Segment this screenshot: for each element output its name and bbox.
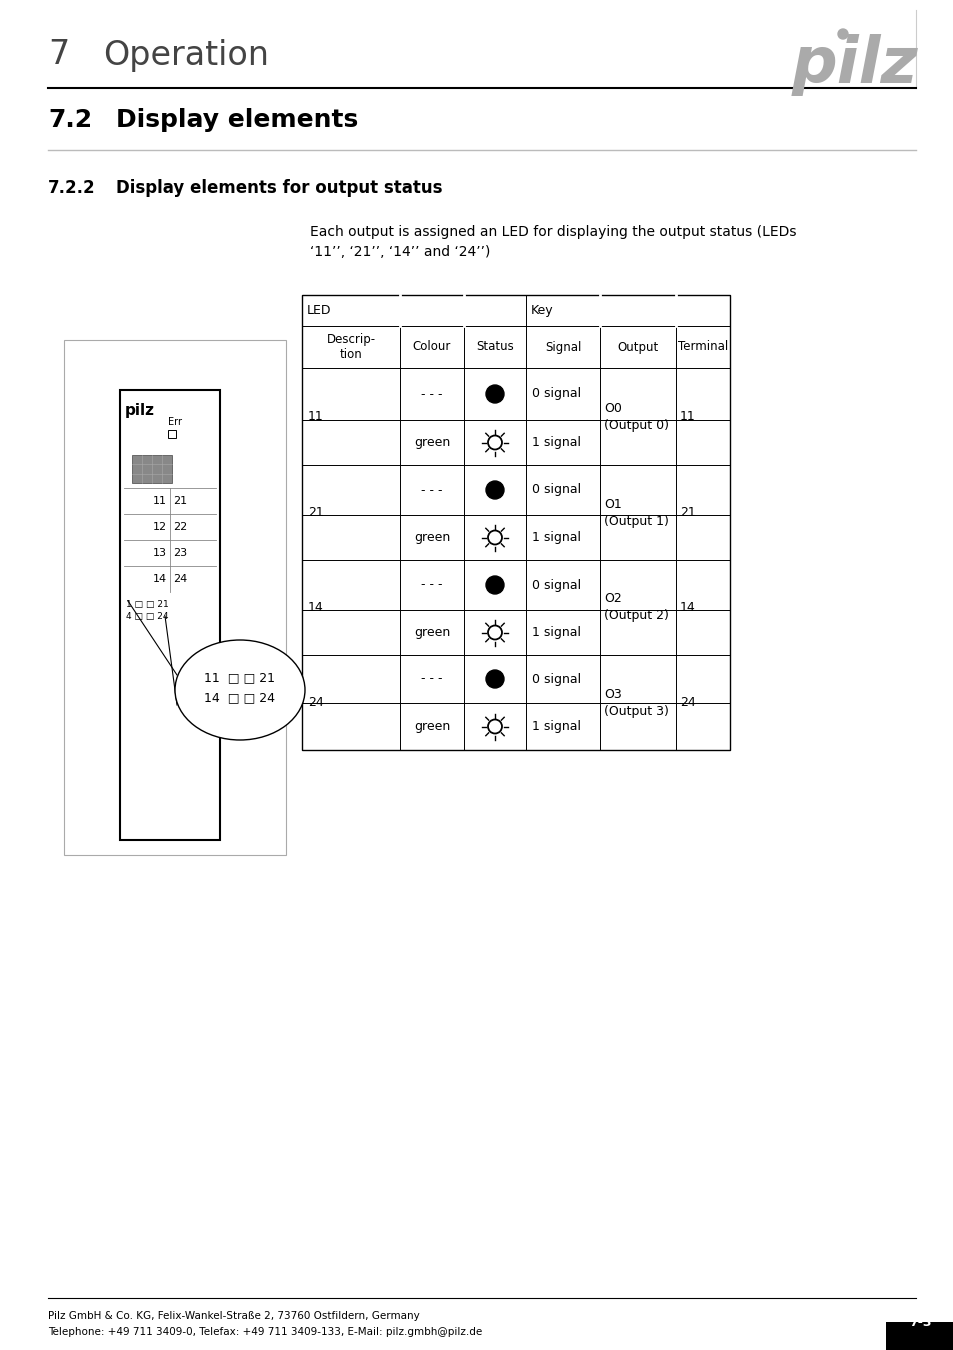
Text: O2
(Output 2): O2 (Output 2) — [603, 593, 668, 622]
Text: 0 signal: 0 signal — [532, 387, 580, 401]
Bar — [168, 431, 175, 437]
Text: 24: 24 — [308, 697, 323, 709]
Text: 24: 24 — [172, 574, 187, 585]
Bar — [885, 1322, 953, 1350]
Circle shape — [485, 481, 503, 500]
Ellipse shape — [174, 640, 305, 740]
Text: green: green — [414, 436, 450, 450]
Bar — [64, 340, 286, 855]
Text: O0
(Output 0): O0 (Output 0) — [603, 401, 668, 432]
Text: 7.2.2: 7.2.2 — [48, 180, 95, 197]
Text: O3
(Output 3): O3 (Output 3) — [603, 687, 668, 717]
Text: - - -: - - - — [421, 579, 442, 591]
Text: ‘11’’, ‘21’’, ‘14’’ and ‘24’’): ‘11’’, ‘21’’, ‘14’’ and ‘24’’) — [310, 244, 490, 259]
Text: 14  □ □ 24: 14 □ □ 24 — [204, 691, 275, 705]
Text: green: green — [414, 626, 450, 639]
Text: Key: Key — [531, 304, 553, 317]
Text: O1
(Output 1): O1 (Output 1) — [603, 498, 668, 528]
Bar — [302, 296, 729, 751]
Circle shape — [485, 385, 503, 404]
Text: pilz: pilz — [125, 402, 154, 417]
Text: Status: Status — [476, 340, 514, 354]
Text: pilz: pilz — [791, 34, 918, 96]
Text: 22: 22 — [172, 522, 187, 532]
Text: 24: 24 — [679, 697, 695, 709]
Text: 14: 14 — [679, 601, 695, 614]
Text: 11: 11 — [679, 410, 695, 423]
Text: Pilz GmbH & Co. KG, Felix-Wankel-Straße 2, 73760 Ostfildern, Germany: Pilz GmbH & Co. KG, Felix-Wankel-Straße … — [48, 1311, 419, 1322]
Text: Operation: Operation — [103, 39, 269, 72]
Text: 4 □ □ 24: 4 □ □ 24 — [126, 612, 169, 621]
Text: 11: 11 — [308, 410, 323, 423]
Text: Err: Err — [168, 417, 182, 427]
Text: 0 signal: 0 signal — [532, 483, 580, 497]
Text: 21: 21 — [308, 506, 323, 518]
Text: Telephone: +49 711 3409-0, Telefax: +49 711 3409-133, E-Mail: pilz.gmbh@pilz.de: Telephone: +49 711 3409-0, Telefax: +49 … — [48, 1327, 482, 1336]
Text: Colour: Colour — [413, 340, 451, 354]
Text: Descrip-
tion: Descrip- tion — [326, 332, 375, 362]
Text: green: green — [414, 531, 450, 544]
Text: Signal: Signal — [544, 340, 580, 354]
Text: 14: 14 — [308, 601, 323, 614]
Text: LED: LED — [307, 304, 331, 317]
Text: 7: 7 — [48, 39, 70, 72]
Circle shape — [837, 28, 847, 39]
Text: 23: 23 — [172, 548, 187, 558]
Circle shape — [485, 670, 503, 688]
Text: 0 signal: 0 signal — [532, 579, 580, 591]
Text: 21: 21 — [679, 506, 695, 518]
Text: - - -: - - - — [421, 483, 442, 497]
Text: Each output is assigned an LED for displaying the output status (LEDs: Each output is assigned an LED for displ… — [310, 225, 796, 239]
Text: green: green — [414, 720, 450, 733]
Text: 0 signal: 0 signal — [532, 672, 580, 686]
Text: 14: 14 — [152, 574, 167, 585]
Text: 11  □ □ 21: 11 □ □ 21 — [204, 671, 275, 684]
Text: 12: 12 — [152, 522, 167, 532]
Text: 1 □ □ 21: 1 □ □ 21 — [126, 601, 169, 609]
Text: - - -: - - - — [421, 387, 442, 401]
Text: 1 signal: 1 signal — [532, 531, 580, 544]
Text: 21: 21 — [172, 495, 187, 506]
Text: 13: 13 — [152, 548, 167, 558]
Text: Terminal: Terminal — [678, 340, 727, 354]
Text: 7-3: 7-3 — [908, 1315, 930, 1328]
Text: 1 signal: 1 signal — [532, 436, 580, 450]
Text: - - -: - - - — [421, 672, 442, 686]
Text: 7.2: 7.2 — [48, 108, 92, 132]
Bar — [120, 390, 220, 840]
Text: 1 signal: 1 signal — [532, 626, 580, 639]
Circle shape — [485, 576, 503, 594]
Bar — [132, 455, 172, 483]
Text: Display elements: Display elements — [116, 108, 358, 132]
Text: 11: 11 — [152, 495, 167, 506]
Text: 1 signal: 1 signal — [532, 720, 580, 733]
Text: Output: Output — [617, 340, 658, 354]
Text: Display elements for output status: Display elements for output status — [116, 180, 442, 197]
